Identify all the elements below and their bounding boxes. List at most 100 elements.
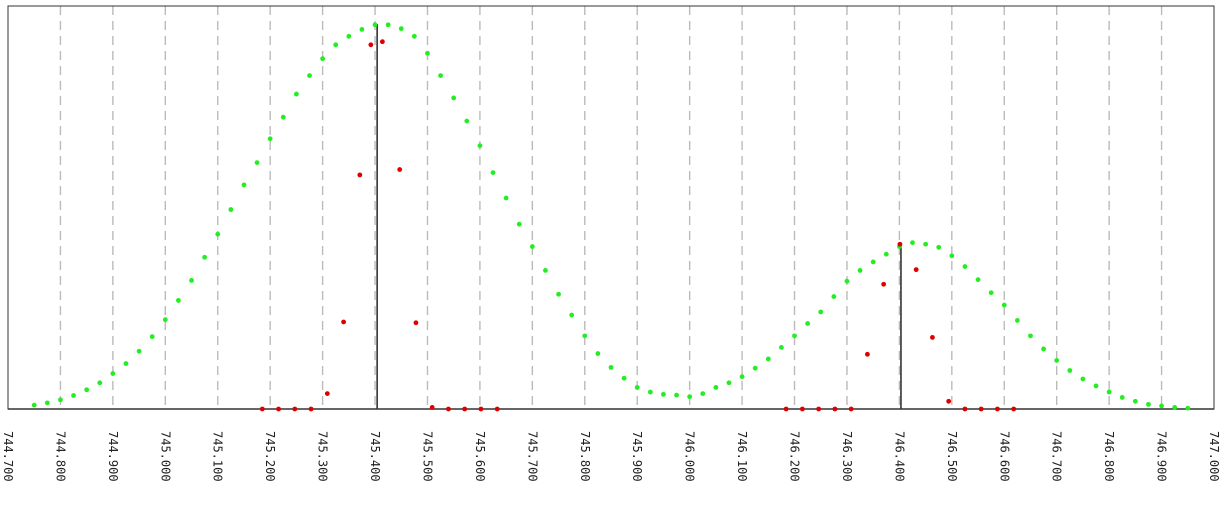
theoretical-point	[31, 402, 37, 408]
observed-point	[995, 406, 1000, 412]
observed-point	[397, 167, 403, 172]
theoretical-point	[1041, 346, 1046, 352]
theoretical-point	[123, 361, 129, 366]
observed-point	[962, 406, 968, 412]
observed-point	[897, 241, 903, 247]
x-tick-label: 745.100	[211, 431, 225, 482]
observed-point	[832, 406, 838, 412]
theoretical-point	[411, 33, 417, 39]
theoretical-point	[883, 251, 889, 257]
theoretical-point	[674, 392, 679, 398]
theoretical-point	[1093, 383, 1099, 389]
theoretical-point	[293, 91, 299, 97]
theoretical-point	[543, 268, 548, 273]
theoretical-point	[398, 26, 404, 32]
theoretical-point	[857, 268, 863, 273]
theoretical-point	[1001, 302, 1007, 308]
observed-point	[462, 406, 468, 412]
theoretical-point	[923, 241, 929, 247]
theoretical-point	[700, 391, 706, 396]
theoretical-point	[844, 278, 850, 284]
theoretical-point	[752, 365, 758, 371]
theoretical-point	[765, 356, 771, 362]
theoretical-point	[1106, 389, 1112, 395]
theoretical-point	[307, 73, 312, 78]
theoretical-profile-series	[31, 22, 1191, 411]
x-tick-label: 744.700	[1, 431, 15, 482]
theoretical-point	[228, 207, 234, 212]
x-tick-label: 745.300	[316, 431, 330, 482]
x-tick-label: 745.900	[630, 431, 644, 482]
x-axis-tick-labels: 744.700 744.800 744.900 745.000 745.100 745.2…	[1, 431, 1221, 482]
x-tick-label: 745.600	[473, 431, 487, 482]
observed-point	[259, 406, 265, 412]
x-tick-label: 744.800	[53, 431, 67, 482]
theoretical-point	[162, 317, 168, 323]
x-tick-label: 745.800	[578, 431, 592, 482]
theoretical-point	[44, 400, 50, 406]
x-tick-label: 745.400	[368, 431, 382, 482]
theoretical-point	[451, 95, 457, 101]
observed-point	[913, 267, 919, 273]
theoretical-point	[556, 291, 561, 297]
theoretical-point	[1146, 401, 1151, 407]
x-tick-label: 746.800	[1102, 431, 1116, 482]
theoretical-point	[464, 118, 470, 124]
observed-point	[357, 172, 363, 178]
theoretical-point	[71, 393, 76, 398]
theoretical-point	[831, 294, 837, 299]
observed-point	[1011, 406, 1017, 412]
observed-peaks-series	[259, 39, 1017, 412]
observed-point	[783, 406, 789, 412]
theoretical-point	[687, 394, 693, 400]
theoretical-point	[779, 345, 784, 350]
observed-point	[292, 406, 298, 412]
theoretical-point	[359, 26, 365, 32]
theoretical-point	[176, 298, 181, 303]
theoretical-point	[280, 114, 286, 120]
theoretical-point	[189, 278, 194, 283]
x-tick-label: 746.400	[892, 431, 906, 482]
x-tick-label: 746.300	[840, 431, 854, 482]
observed-point	[946, 398, 952, 404]
theoretical-point	[582, 333, 588, 339]
theoretical-point	[385, 22, 391, 28]
theoretical-point	[136, 348, 142, 354]
theoretical-point	[595, 351, 601, 356]
observed-point	[276, 406, 281, 412]
x-tick-label: 746.900	[1155, 431, 1169, 482]
observed-point	[799, 406, 805, 412]
observed-point	[816, 406, 822, 412]
theoretical-point	[241, 182, 247, 188]
theoretical-point	[1067, 368, 1073, 373]
x-tick-label: 746.700	[1050, 431, 1064, 482]
theoretical-point	[267, 136, 273, 142]
theoretical-point	[1159, 403, 1164, 409]
theoretical-point	[975, 277, 981, 283]
theoretical-point	[949, 253, 955, 259]
observed-point	[930, 334, 935, 340]
theoretical-point	[1132, 398, 1138, 404]
theoretical-point	[438, 73, 443, 78]
x-tick-label: 746.200	[788, 431, 802, 482]
theoretical-point	[962, 264, 968, 269]
theoretical-point	[372, 22, 378, 28]
observed-point	[446, 406, 451, 412]
x-tick-label: 745.700	[525, 431, 539, 482]
theoretical-point	[792, 333, 797, 339]
observed-point	[494, 406, 500, 412]
theoretical-point	[805, 321, 811, 326]
observed-point	[308, 406, 314, 412]
theoretical-point	[202, 254, 208, 260]
x-tick-label: 746.600	[997, 431, 1011, 482]
theoretical-point	[477, 143, 483, 149]
theoretical-point	[84, 387, 90, 393]
x-tick-label: 746.100	[735, 431, 749, 482]
theoretical-point	[569, 312, 575, 318]
theoretical-point	[333, 42, 339, 48]
theoretical-point	[1119, 395, 1125, 400]
x-tick-label: 745.500	[420, 431, 434, 482]
theoretical-point	[608, 365, 614, 370]
observed-point	[478, 406, 484, 412]
observed-point	[881, 281, 887, 287]
